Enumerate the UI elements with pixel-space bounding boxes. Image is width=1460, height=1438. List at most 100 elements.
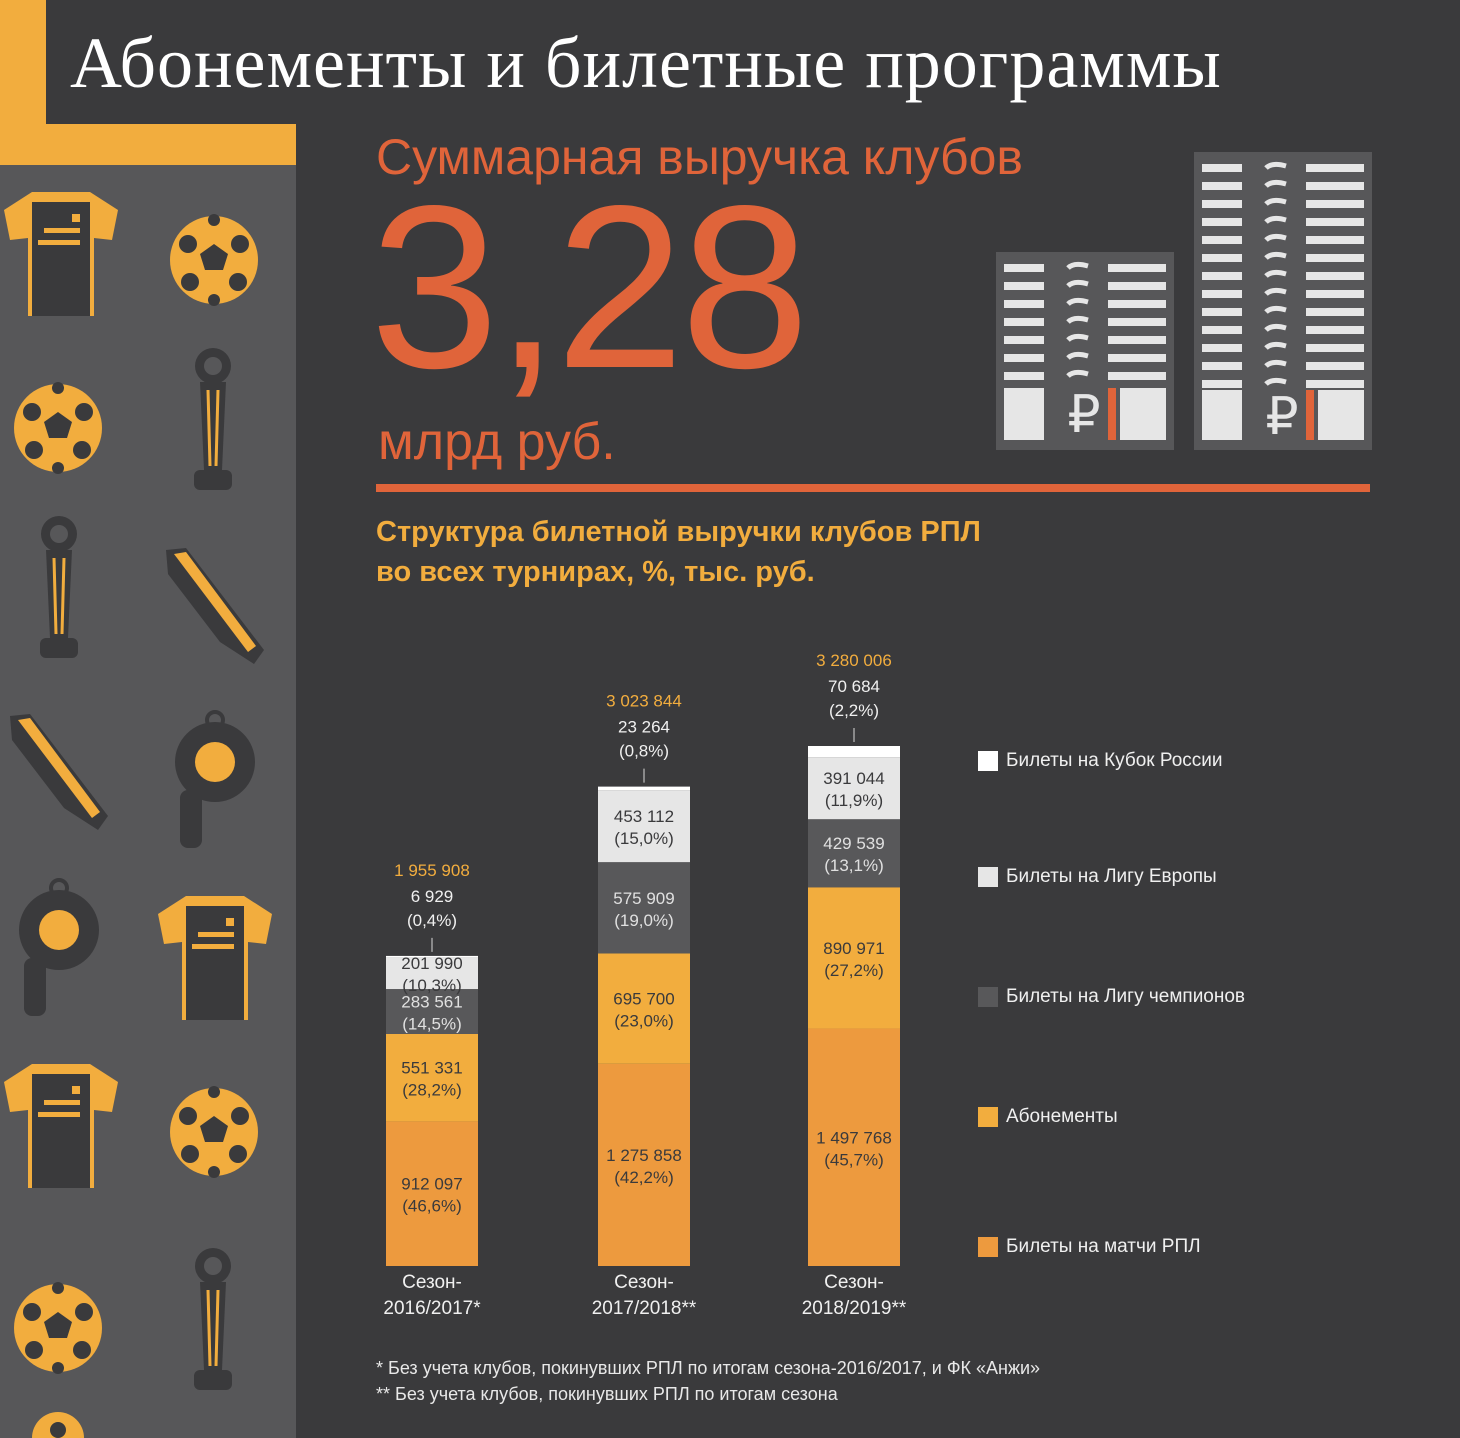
legend-label: Билеты на матчи РПЛ (1006, 1236, 1201, 1257)
data-label: (0,8%) (619, 742, 669, 761)
data-label: 283 561 (401, 993, 462, 1012)
data-label: 912 097 (401, 1175, 462, 1194)
legend-label: Билеты на Лигу чемпионов (1006, 986, 1246, 1007)
bar-segment (598, 786, 690, 791)
footnote-2: ** Без учета клубов, покинувших РПЛ по и… (376, 1384, 838, 1404)
svg-text:₽: ₽ (1265, 388, 1298, 446)
legend-label: Билеты на Лигу Европы (1006, 866, 1217, 887)
ruble-banknote-stack-icon: ₽ (1194, 152, 1372, 450)
trophy-icon (194, 1248, 232, 1390)
category-label: 2017/2018** (592, 1298, 697, 1319)
ball-icon (32, 1412, 84, 1438)
whistle-icon (175, 710, 255, 848)
summary-unit: млрд руб. (378, 413, 616, 471)
data-label: 551 331 (401, 1059, 462, 1078)
data-label: (42,2%) (614, 1168, 674, 1187)
data-label: 453 112 (614, 807, 674, 826)
bar-segment (808, 1028, 900, 1266)
boot-icon (10, 714, 108, 830)
data-label: 890 971 (823, 939, 884, 958)
bar-segment (808, 757, 900, 820)
category-label: 2016/2017* (383, 1298, 481, 1319)
category-label: Сезон- (614, 1272, 674, 1293)
footnote-1: * Без учета клубов, покинувших РПЛ по ит… (376, 1358, 1041, 1378)
category-label: Сезон- (402, 1272, 462, 1293)
data-label: (2,2%) (829, 701, 879, 720)
bar-segment (598, 790, 690, 863)
data-label: 201 990 (401, 954, 462, 973)
ball-icon (14, 1282, 102, 1374)
legend-label: Билеты на Кубок России (1006, 750, 1223, 771)
data-label: 695 700 (613, 990, 674, 1009)
data-label: (15,0%) (614, 829, 674, 848)
page-title: Абонементы и билетные программы (70, 23, 1222, 103)
bar-segment (808, 746, 900, 758)
whistle-icon (19, 878, 99, 1016)
bar-segment (386, 957, 478, 990)
legend-item-rpl-tickets: Билеты на матчи РПЛ (978, 1236, 1201, 1258)
data-label: 70 684 (828, 677, 880, 696)
legend-item-europa: Билеты на Лигу Европы (978, 866, 1217, 888)
bar-segment (598, 1063, 690, 1266)
category-label: Сезон- (824, 1272, 884, 1293)
data-label: (45,7%) (824, 1150, 884, 1169)
bar-segment (598, 953, 690, 1064)
summary-value: 3,28 (370, 158, 810, 417)
chart-title-line2: во всех турнирах, %, тыс. руб. (376, 556, 815, 588)
bar-segment (386, 989, 478, 1034)
title-banner (46, 0, 1460, 124)
legend-item-season-tickets: Абонементы (978, 1106, 1118, 1128)
bar-segment (808, 887, 900, 1029)
bar-segment (386, 1121, 478, 1266)
data-label: 1 497 768 (816, 1128, 892, 1147)
summary-label: Суммарная выручка клубов (376, 129, 1023, 185)
data-label: (23,0%) (614, 1012, 674, 1031)
data-label: 575 909 (613, 889, 674, 908)
legend-item-champions: Билеты на Лигу чемпионов (978, 986, 1245, 1008)
data-label: (13,1%) (824, 856, 884, 875)
jersey-icon (158, 896, 272, 1020)
jersey-icon (4, 1064, 118, 1188)
data-label: 1 275 858 (606, 1146, 682, 1165)
category-label: 2018/2019** (802, 1298, 907, 1319)
ruble-banknote-stack-icon: ₽ (996, 252, 1174, 450)
accent-bar-horizontal (0, 124, 296, 165)
data-label: (28,2%) (402, 1081, 462, 1100)
bar-segment (386, 955, 478, 958)
bar-segment (808, 819, 900, 888)
legend-swatch (978, 1107, 998, 1127)
data-label: (27,2%) (824, 961, 884, 980)
legend-item-cup: Билеты на Кубок России (978, 750, 1223, 772)
data-label: (0,4%) (407, 911, 457, 930)
data-label: 429 539 (823, 834, 884, 853)
boot-icon (166, 548, 264, 664)
trophy-icon (40, 516, 78, 658)
data-label: 23 264 (618, 718, 670, 737)
total-label: 3 280 006 (816, 651, 892, 670)
data-label: 391 044 (823, 769, 884, 788)
data-label: (46,6%) (402, 1197, 462, 1216)
bar-segment (386, 1033, 478, 1122)
bar-segment (598, 862, 690, 954)
ball-icon (170, 1086, 258, 1178)
legend-label: Абонементы (1006, 1106, 1118, 1127)
legend-swatch (978, 1237, 998, 1257)
total-label: 3 023 844 (606, 692, 682, 711)
trophy-icon (194, 348, 232, 490)
ball-icon (170, 214, 258, 306)
data-label: (10,3%) (402, 976, 462, 995)
total-label: 1 955 908 (394, 861, 470, 880)
chart-title: Структура билетной выручки клубов РПЛ во… (376, 512, 981, 592)
data-label: (19,0%) (614, 911, 674, 930)
data-label: (14,5%) (402, 1015, 462, 1034)
legend-swatch (978, 867, 998, 887)
svg-text:₽: ₽ (1067, 386, 1100, 444)
divider-rule (376, 484, 1370, 492)
jersey-icon (4, 192, 118, 316)
data-label: 6 929 (411, 887, 454, 906)
data-label: (11,9%) (825, 791, 883, 810)
chart-title-line1: Структура билетной выручки клубов РПЛ (376, 516, 981, 548)
legend-swatch (978, 987, 998, 1007)
legend-swatch (978, 751, 998, 771)
